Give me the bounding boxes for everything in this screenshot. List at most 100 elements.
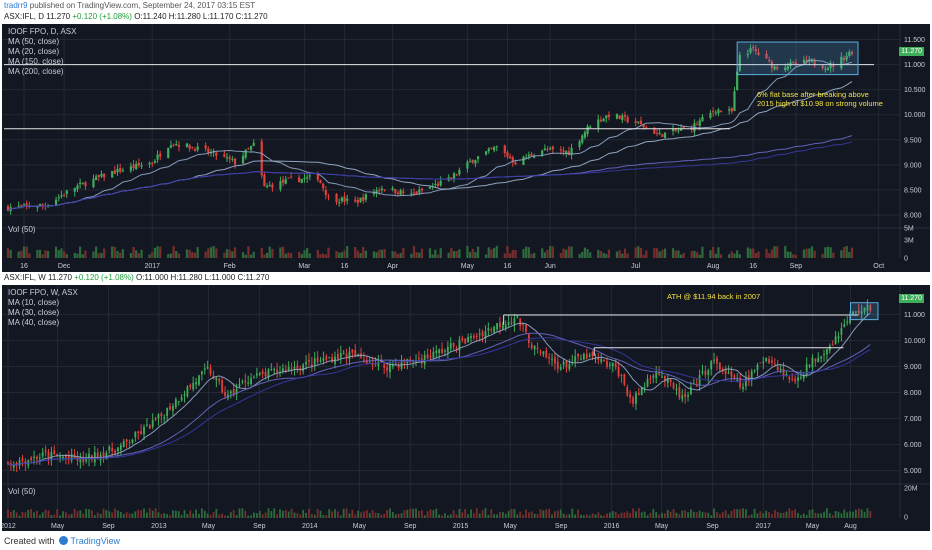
candle-body (402, 191, 405, 194)
candle-body (503, 145, 506, 154)
volume-bar (802, 513, 805, 518)
y-tick-label: 8.000 (904, 390, 922, 397)
volume-bar (784, 245, 787, 258)
volume-bar (299, 514, 302, 518)
candle-body (808, 365, 811, 367)
volume-bar (244, 510, 247, 518)
volume-bar (420, 248, 424, 258)
volume-bar (802, 249, 806, 258)
candle-body (843, 324, 846, 328)
candle-body (658, 373, 661, 375)
volume-bar (603, 515, 606, 518)
volume-bar (589, 252, 592, 258)
volume-bar (319, 254, 322, 258)
candle-body (690, 386, 692, 395)
candle-body (418, 357, 420, 360)
candle-body (580, 358, 582, 360)
candle-body (135, 163, 138, 170)
volume-bar (322, 253, 325, 258)
y-tick-label: 11.000 (904, 312, 925, 319)
volume-bar (99, 513, 102, 518)
candle-body (308, 359, 310, 362)
volume-bar (111, 512, 114, 518)
volume-bar (539, 509, 542, 518)
candle-body (198, 375, 200, 385)
volume-bar (618, 250, 621, 258)
volume-bar (765, 248, 768, 258)
volume-bar (458, 508, 461, 518)
candle-body (869, 305, 872, 311)
candle-body (70, 454, 73, 461)
volume-bar (549, 246, 552, 258)
volume-bar (695, 252, 699, 258)
candle-body (632, 397, 634, 404)
volume-bar (746, 247, 749, 258)
volume-bar (823, 511, 825, 518)
candle-body (316, 174, 319, 181)
volume-bar (193, 252, 197, 258)
volume-bar (335, 250, 338, 258)
volume-bar (296, 513, 299, 518)
candle-body (467, 336, 470, 343)
author-link[interactable]: tradrr9 (4, 1, 28, 10)
candle-body (327, 195, 330, 197)
volume-bar (154, 508, 157, 518)
weekly-chart-panel[interactable]: 5.000 6.000 7.000 8.000 9.000 10.000 11.000 201… (2, 285, 930, 531)
candle-body (745, 378, 747, 387)
candle-body (357, 354, 360, 356)
volume-bar (565, 514, 568, 518)
volume-bar (261, 514, 264, 518)
candle-body (436, 183, 440, 186)
volume-bar (196, 247, 199, 258)
x-tick-label: 16 (749, 263, 757, 270)
candle-body (166, 407, 169, 417)
candle-body (172, 144, 175, 146)
volume-bar (840, 513, 843, 518)
candle-body (823, 353, 825, 356)
candle-body (854, 311, 857, 313)
volume-bar (530, 511, 533, 518)
candle-body (559, 367, 562, 370)
volume-bar (869, 510, 872, 518)
volume-bar (484, 254, 488, 258)
volume-bar (842, 247, 846, 258)
candle-body (247, 382, 250, 384)
candle-body (354, 349, 357, 357)
footer-brand-link[interactable]: TradingView (70, 536, 121, 546)
candle-body (567, 151, 570, 156)
candle-body (113, 170, 116, 174)
volume-bar (623, 248, 627, 258)
volume-bar (415, 508, 417, 518)
candle-body (840, 328, 843, 335)
volume-bar (621, 253, 624, 258)
volume-bar (121, 249, 124, 258)
daily-chart-panel[interactable]: 8.000 8.500 9.000 9.500 10.000 10.500 11.000 11… (2, 24, 930, 272)
candle-body (738, 54, 741, 71)
volume-bar (714, 253, 717, 258)
candle-body (261, 371, 264, 374)
candle-body (493, 326, 496, 333)
daily-chart[interactable]: 8.000 8.500 9.000 9.500 10.000 10.500 11.000 11… (2, 24, 930, 272)
volume-bar (105, 510, 108, 518)
candle-body (788, 376, 791, 380)
volume-bar (119, 252, 122, 258)
candle-body (79, 456, 82, 463)
volume-bar (811, 509, 814, 518)
volume-bar (794, 254, 798, 258)
volume-bar (287, 511, 290, 518)
candle-body (50, 452, 53, 460)
candle-body (96, 452, 99, 460)
volume-bar (146, 512, 148, 518)
volume-bar (472, 513, 475, 518)
daily-close: C:11.270 (235, 12, 268, 21)
base-box (736, 41, 859, 76)
candle-body (507, 322, 510, 325)
volume-bar (826, 508, 828, 518)
volume-bar (854, 509, 857, 518)
weekly-chart[interactable]: 5.000 6.000 7.000 8.000 9.000 10.000 11.000 201… (2, 285, 930, 531)
candle-body (559, 149, 562, 151)
candle-body (530, 154, 533, 157)
volume-bar (406, 509, 409, 518)
candle-body (661, 134, 664, 137)
candle-body (92, 178, 95, 188)
